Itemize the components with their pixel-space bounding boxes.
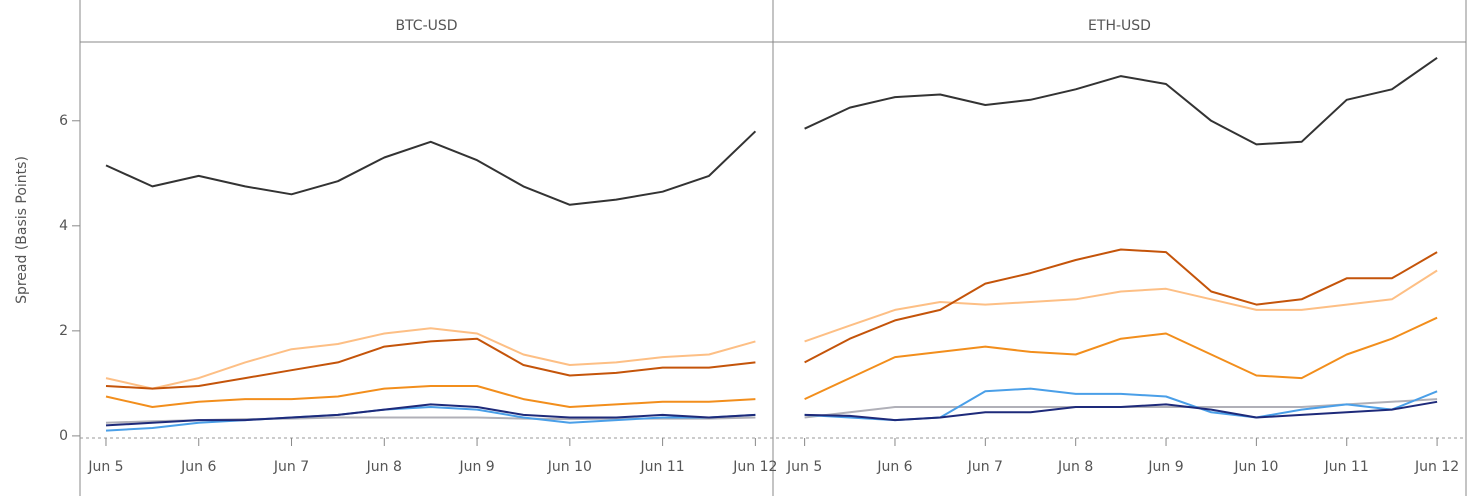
series-line <box>804 269 1438 343</box>
x-tick-label: Jun 12 <box>732 459 777 475</box>
y-tick-label: 4 <box>59 218 68 234</box>
series-line <box>105 337 756 390</box>
x-tick-label: Jun 6 <box>876 459 912 475</box>
series-line <box>105 403 756 427</box>
series-line <box>804 398 1438 419</box>
x-tick-label: Jun 11 <box>1324 459 1369 475</box>
x-tick-label: Jun 11 <box>640 459 685 475</box>
x-tick-label: Jun 5 <box>786 459 822 475</box>
series-line <box>804 248 1438 364</box>
series-line <box>105 130 757 206</box>
series-line <box>105 385 756 408</box>
x-tick-label: Jun 10 <box>547 459 592 475</box>
panel-title: ETH-USD <box>1088 18 1151 34</box>
series-line <box>105 327 756 390</box>
series-line <box>804 56 1438 146</box>
series-line <box>105 406 756 432</box>
x-tick-label: Jun 10 <box>1233 459 1278 475</box>
y-tick-label: 2 <box>59 323 68 339</box>
y-tick-label: 0 <box>59 428 68 444</box>
series-line <box>804 387 1438 422</box>
y-tick-label: 6 <box>59 113 68 129</box>
x-tick-label: Jun 6 <box>180 459 216 475</box>
x-tick-label: Jun 8 <box>1057 459 1093 475</box>
series-line <box>804 400 1438 422</box>
series-line <box>804 316 1438 401</box>
panel-title: BTC-USD <box>395 18 457 34</box>
x-tick-label: Jun 9 <box>458 459 494 475</box>
x-tick-label: Jun 9 <box>1147 459 1183 475</box>
x-tick-label: Jun 5 <box>87 459 123 475</box>
x-tick-label: Jun 8 <box>366 459 402 475</box>
x-tick-label: Jun 12 <box>1414 459 1459 475</box>
x-tick-label: Jun 7 <box>273 459 309 475</box>
y-axis-label: Spread (Basis Points) <box>14 156 30 304</box>
x-tick-label: Jun 7 <box>967 459 1003 475</box>
